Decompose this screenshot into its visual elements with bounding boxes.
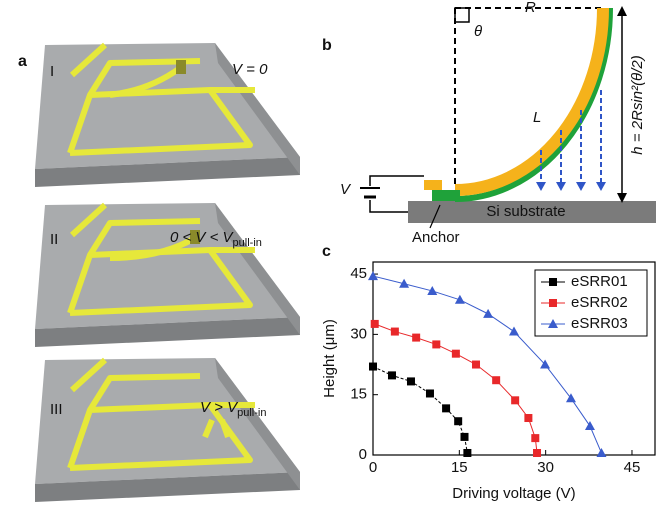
marker bbox=[412, 334, 420, 342]
panel-label: a bbox=[18, 53, 27, 70]
marker bbox=[371, 320, 379, 328]
arrowhead bbox=[617, 6, 627, 16]
marker bbox=[391, 328, 399, 336]
y-axis-label: Height (μm) bbox=[321, 319, 338, 398]
marker bbox=[492, 376, 500, 384]
force-arrowheads bbox=[536, 182, 606, 191]
marker bbox=[455, 295, 465, 304]
marker bbox=[461, 433, 469, 441]
state-condition: V = 0 bbox=[232, 61, 268, 78]
condition-text: V > V bbox=[200, 399, 239, 416]
state-condition: 0 < V < Vpull-in bbox=[170, 229, 262, 249]
angle-label: θ bbox=[474, 23, 482, 40]
condition-text: 0 < V < V bbox=[170, 229, 235, 246]
marker bbox=[596, 448, 606, 457]
anchor-label: Anchor bbox=[412, 229, 460, 246]
marker bbox=[509, 327, 519, 336]
x-tick-label: 15 bbox=[451, 459, 468, 476]
anchor-pad bbox=[424, 180, 442, 190]
legend-label: eSRR03 bbox=[571, 315, 628, 332]
y-tick-label: 45 bbox=[350, 265, 367, 282]
wire bbox=[370, 176, 424, 186]
x-tick-label: 0 bbox=[369, 459, 377, 476]
x-axis-label: Driving voltage (V) bbox=[452, 485, 575, 502]
figure: a I V = 0 II 0 < V < Vpull-in III V > Vp… bbox=[0, 0, 661, 507]
marker bbox=[463, 449, 471, 457]
marker bbox=[549, 299, 557, 307]
marker bbox=[533, 449, 541, 457]
condition-sub: pull-in bbox=[237, 407, 266, 419]
marker bbox=[585, 421, 595, 430]
panel-label: c bbox=[322, 243, 331, 260]
marker bbox=[407, 377, 415, 385]
panel-label: b bbox=[322, 37, 332, 54]
marker bbox=[454, 417, 462, 425]
marker bbox=[369, 363, 377, 371]
legend-label: eSRR02 bbox=[571, 294, 628, 311]
marker bbox=[368, 271, 378, 280]
height-formula: h = 2Rsin²(θ/2) bbox=[629, 55, 646, 154]
legend-label: eSRR01 bbox=[571, 273, 628, 290]
marker bbox=[531, 434, 539, 442]
substrate-label: Si substrate bbox=[486, 203, 565, 220]
cantilever-tip bbox=[176, 60, 186, 74]
y-tick-label: 0 bbox=[359, 446, 367, 463]
marker bbox=[432, 340, 440, 348]
voltage-label: V bbox=[340, 181, 352, 198]
state-condition: V > Vpull-in bbox=[200, 399, 266, 419]
x-tick-label: 30 bbox=[537, 459, 554, 476]
marker bbox=[472, 361, 480, 369]
length-label: L bbox=[533, 109, 541, 126]
marker bbox=[566, 393, 576, 402]
wire bbox=[370, 200, 408, 212]
radius-label: R bbox=[525, 0, 536, 16]
marker bbox=[524, 414, 532, 422]
right-angle bbox=[455, 8, 469, 22]
state-numeral: III bbox=[50, 401, 63, 418]
condition-sub: pull-in bbox=[233, 237, 262, 249]
marker bbox=[426, 389, 434, 397]
marker bbox=[388, 371, 396, 379]
marker bbox=[511, 396, 519, 404]
state-numeral: I bbox=[50, 63, 54, 80]
series-line bbox=[375, 324, 537, 453]
marker bbox=[442, 404, 450, 412]
x-tick-label: 45 bbox=[624, 459, 641, 476]
marker bbox=[452, 350, 460, 358]
anchor-block bbox=[432, 190, 460, 201]
device-slab bbox=[35, 358, 300, 502]
marker bbox=[483, 309, 493, 318]
device-slab bbox=[35, 203, 300, 347]
y-tick-label: 15 bbox=[350, 386, 367, 403]
y-tick-label: 30 bbox=[350, 325, 367, 342]
state-numeral: II bbox=[50, 231, 58, 248]
marker bbox=[549, 278, 557, 286]
chart: c 0 15 30 45 0 15 30 45 Driving voltage (V) Height… bbox=[321, 243, 655, 502]
series-line bbox=[373, 367, 467, 453]
